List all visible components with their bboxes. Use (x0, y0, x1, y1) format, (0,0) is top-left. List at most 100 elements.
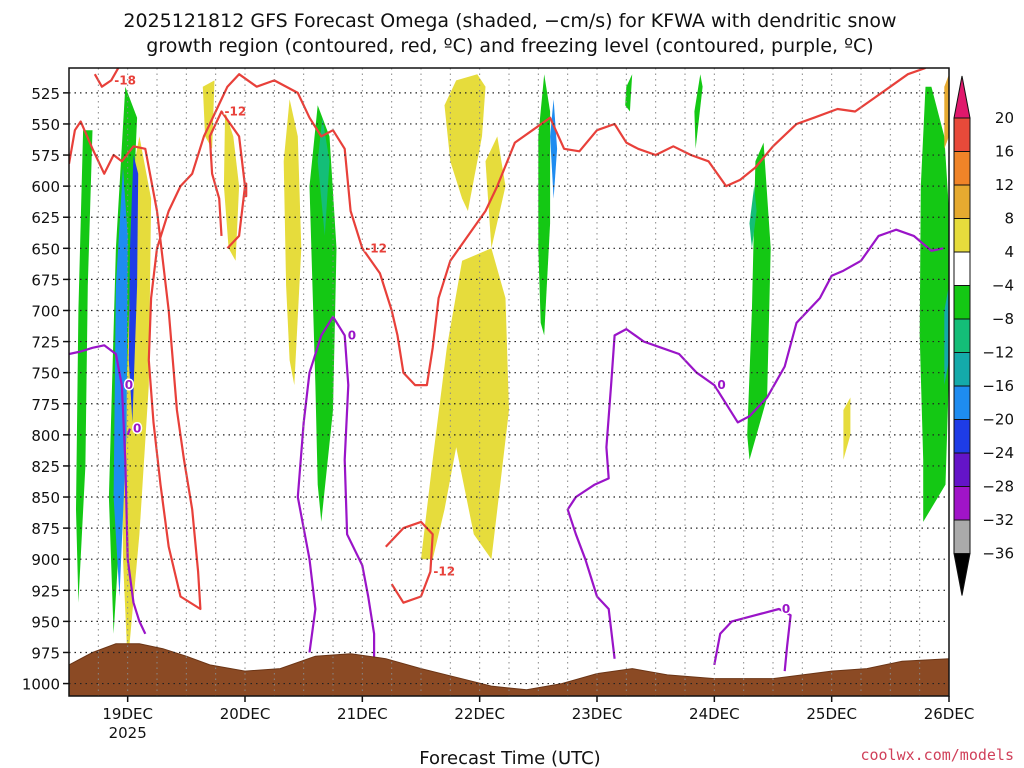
omega-region-19 (843, 397, 851, 460)
omega-shading-layer (76, 74, 949, 665)
y-tick-label-1: 550 (31, 116, 60, 134)
red-contour-4 (384, 520, 434, 604)
red-contour-label-1: -18 (114, 73, 136, 87)
colorbar-label-11: −28 (982, 478, 1014, 496)
omega-region-21 (944, 285, 949, 386)
red-contour-label-4: -12 (433, 565, 455, 579)
omega-region-5 (223, 111, 240, 261)
purple-contour-label-3: 0 (717, 378, 725, 392)
colorbar-swatch-12 (953, 486, 971, 521)
y-tick-label-8: 725 (31, 334, 60, 352)
x-tick-label-6: 25DEC (806, 705, 857, 723)
x-tick-label-0: 19DEC (102, 705, 153, 723)
y-tick-label-4: 625 (31, 209, 60, 227)
omega-region-20 (919, 86, 949, 522)
y-tick-label-12: 825 (31, 458, 60, 476)
omega-region-15 (625, 74, 633, 112)
colorbar-swatch-4 (953, 218, 971, 253)
colorbar-swatch-8 (953, 352, 971, 387)
omega-region-14 (550, 99, 558, 199)
y-tick-label-2: 575 (31, 147, 60, 165)
purple-contour-1 (126, 428, 132, 436)
y-tick-label-17: 950 (31, 613, 60, 631)
y-tick-label-18: 975 (31, 644, 60, 662)
grid-layer (69, 68, 949, 696)
colorbar-label-6: −8 (992, 310, 1014, 328)
omega-region-1 (76, 130, 93, 603)
x-tick-label-4: 23DEC (572, 705, 623, 723)
x-tick-label-1: 20DEC (220, 705, 271, 723)
chart-title-line1: 2025121812 GFS Forecast Omega (shaded, −… (123, 10, 896, 32)
source-credit: coolwx.com/models (860, 746, 1014, 764)
terrain-layer (69, 643, 949, 696)
colorbar-label-8: −16 (982, 377, 1014, 395)
colorbar-label-4: 4 (1004, 243, 1014, 261)
chart-title-line2: growth region (contoured, red, ºC) and f… (146, 35, 873, 57)
colorbar-label-2: 12 (995, 176, 1014, 194)
colorbar-swatch-3 (953, 184, 971, 219)
x-tick-label-3: 22DEC (454, 705, 505, 723)
omega-region-4 (128, 155, 139, 423)
purple-contour-0 (69, 344, 147, 635)
colorbar-swatch-14 (953, 553, 971, 596)
terrain-fill (69, 643, 949, 696)
omega-region-8 (317, 117, 330, 236)
colorbar-swatch-5 (953, 251, 971, 286)
omega-region-13 (538, 74, 551, 336)
colorbar-swatch-10 (953, 419, 971, 454)
x-tick-label-2: 21DEC (337, 705, 388, 723)
red-contour-0 (69, 68, 926, 611)
colorbar-swatch-7 (953, 318, 971, 353)
purple-contour-label-4: 0 (782, 602, 790, 616)
colorbar-label-3: 8 (1004, 210, 1014, 228)
y-tick-label-0: 525 (31, 85, 60, 103)
colorbar-legend: 20 16 12 8 4 −4 −8 −12 −16 −20 −24 −28 −32 −36 (953, 75, 1014, 596)
x-tick-label-5: 24DEC (689, 705, 740, 723)
red-contour-2 (208, 110, 247, 250)
omega-region-9 (283, 99, 302, 386)
colorbar-swatch-13 (953, 519, 971, 554)
y-tick-label-7: 700 (31, 302, 60, 320)
colorbar-label-0: 20 (995, 109, 1014, 127)
omega-region-16 (694, 74, 703, 149)
colorbar-label-10: −24 (982, 444, 1014, 462)
omega-region-10 (444, 74, 486, 211)
y-tick-label-3: 600 (31, 178, 60, 196)
purple-contour-2 (296, 315, 376, 665)
y-tick-label-16: 925 (31, 582, 60, 600)
plot-frame (68, 67, 950, 697)
red-contour-label-2: -12 (225, 105, 247, 119)
colorbar-label-1: 16 (995, 143, 1014, 161)
y-tick-label-19: 1000 (22, 676, 60, 694)
colorbar-swatch-1 (953, 117, 971, 152)
colorbar-swatch-11 (953, 452, 971, 487)
colorbar-label-7: −12 (982, 344, 1014, 362)
y-tick-label-15: 900 (31, 551, 60, 569)
y-axis-ticks: 525 550 575 600 625 650 675 700 725 750 775 800 825 8… (22, 85, 69, 694)
colorbar-label-12: −32 (982, 511, 1014, 529)
x-tick-label-7: 26DEC (924, 705, 975, 723)
purple-contour-label-1: 0 (133, 422, 141, 436)
colorbar-swatch-9 (953, 385, 971, 420)
omega-region-18 (749, 186, 757, 249)
dendritic-growth-contours: -12 -18 -12 -12 (69, 68, 926, 611)
y-tick-label-10: 775 (31, 396, 60, 414)
omega-region-17 (747, 142, 771, 460)
colorbar-label-13: −36 (982, 545, 1014, 563)
y-tick-label-6: 675 (31, 271, 60, 289)
omega-region-6 (202, 80, 215, 149)
y-tick-label-9: 750 (31, 365, 60, 383)
y-tick-label-14: 875 (31, 520, 60, 538)
x-tick-sublabel-0: 2025 (109, 724, 147, 742)
x-axis-label: Forecast Time (UTC) (419, 748, 600, 768)
omega-region-7 (309, 105, 337, 522)
purple-contour-4 (713, 607, 792, 672)
colorbar-swatch-6 (953, 285, 971, 320)
purple-contour-3 (566, 228, 944, 659)
y-tick-label-5: 650 (31, 240, 60, 258)
omega-region-22 (944, 74, 949, 149)
colorbar-swatch-0 (953, 75, 971, 119)
colorbar-swatch-2 (953, 151, 971, 186)
